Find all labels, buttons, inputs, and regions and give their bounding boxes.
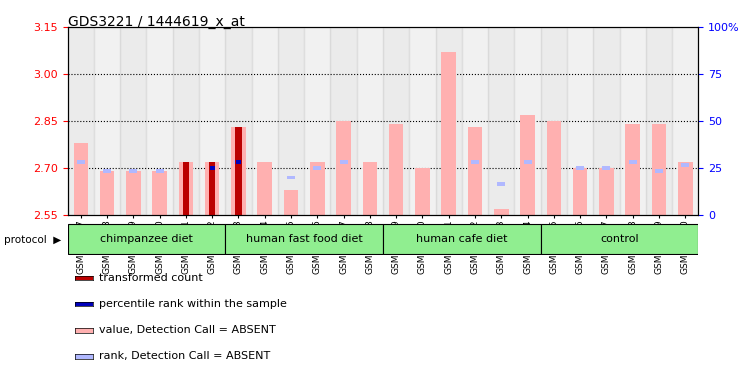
Text: rank, Detection Call = ABSENT: rank, Detection Call = ABSENT bbox=[98, 351, 270, 361]
Bar bbox=[514, 27, 541, 215]
Bar bbox=[129, 169, 137, 173]
Bar bbox=[409, 27, 436, 215]
Bar bbox=[234, 160, 243, 164]
Bar bbox=[199, 27, 225, 215]
Text: GDS3221 / 1444619_x_at: GDS3221 / 1444619_x_at bbox=[68, 15, 245, 29]
Text: human cafe diet: human cafe diet bbox=[416, 234, 508, 244]
Bar bbox=[278, 27, 304, 215]
Bar bbox=[179, 162, 193, 215]
Bar bbox=[173, 27, 199, 215]
Bar bbox=[304, 27, 330, 215]
Bar bbox=[383, 27, 409, 215]
Bar bbox=[146, 27, 173, 215]
Bar bbox=[152, 171, 167, 215]
Bar bbox=[339, 160, 348, 164]
Text: control: control bbox=[600, 234, 639, 244]
Bar bbox=[436, 27, 462, 215]
Bar bbox=[209, 162, 216, 215]
Bar bbox=[629, 160, 637, 164]
Bar bbox=[494, 209, 508, 215]
Bar bbox=[126, 171, 140, 215]
Bar bbox=[442, 52, 456, 215]
Bar bbox=[497, 182, 505, 185]
Bar bbox=[646, 27, 672, 215]
Bar bbox=[225, 27, 252, 215]
Bar bbox=[68, 224, 225, 254]
Bar bbox=[258, 162, 272, 215]
Bar bbox=[599, 168, 614, 215]
Text: protocol  ▶: protocol ▶ bbox=[4, 235, 61, 245]
Bar bbox=[655, 169, 663, 173]
Bar bbox=[236, 160, 241, 164]
Bar bbox=[462, 27, 488, 215]
Bar bbox=[389, 124, 403, 215]
Bar bbox=[284, 190, 298, 215]
Bar bbox=[602, 166, 611, 170]
Bar bbox=[74, 143, 88, 215]
Bar bbox=[252, 27, 278, 215]
Bar bbox=[593, 27, 620, 215]
Bar bbox=[468, 127, 482, 215]
Bar bbox=[488, 27, 514, 215]
Bar bbox=[573, 168, 587, 215]
Text: chimpanzee diet: chimpanzee diet bbox=[100, 234, 193, 244]
Bar bbox=[100, 171, 114, 215]
Bar bbox=[541, 224, 698, 254]
Bar bbox=[231, 127, 246, 215]
Bar bbox=[567, 27, 593, 215]
Bar bbox=[310, 162, 324, 215]
Text: percentile rank within the sample: percentile rank within the sample bbox=[98, 299, 287, 309]
Bar bbox=[155, 169, 164, 173]
Bar bbox=[235, 127, 242, 215]
Bar bbox=[681, 163, 689, 167]
Bar bbox=[576, 166, 584, 170]
Bar bbox=[383, 224, 541, 254]
Text: human fast food diet: human fast food diet bbox=[246, 234, 363, 244]
Bar bbox=[357, 27, 383, 215]
Bar bbox=[672, 27, 698, 215]
Bar bbox=[68, 27, 94, 215]
Bar bbox=[336, 121, 351, 215]
Text: transformed count: transformed count bbox=[98, 273, 203, 283]
Bar bbox=[94, 27, 120, 215]
Bar bbox=[330, 27, 357, 215]
Bar bbox=[678, 162, 692, 215]
Bar bbox=[182, 162, 189, 215]
Bar bbox=[620, 27, 646, 215]
Bar bbox=[652, 124, 666, 215]
Bar bbox=[120, 27, 146, 215]
Bar bbox=[205, 162, 219, 215]
Bar bbox=[313, 166, 321, 170]
Bar bbox=[626, 124, 640, 215]
Bar bbox=[523, 160, 532, 164]
Text: value, Detection Call = ABSENT: value, Detection Call = ABSENT bbox=[98, 325, 276, 335]
Bar bbox=[547, 121, 561, 215]
Bar bbox=[415, 168, 430, 215]
Bar bbox=[210, 166, 215, 170]
Bar bbox=[520, 115, 535, 215]
Bar bbox=[287, 175, 295, 179]
Bar bbox=[103, 169, 111, 173]
Bar bbox=[541, 27, 567, 215]
Bar bbox=[363, 162, 377, 215]
Bar bbox=[471, 160, 479, 164]
Bar bbox=[77, 160, 85, 164]
Bar bbox=[225, 224, 383, 254]
